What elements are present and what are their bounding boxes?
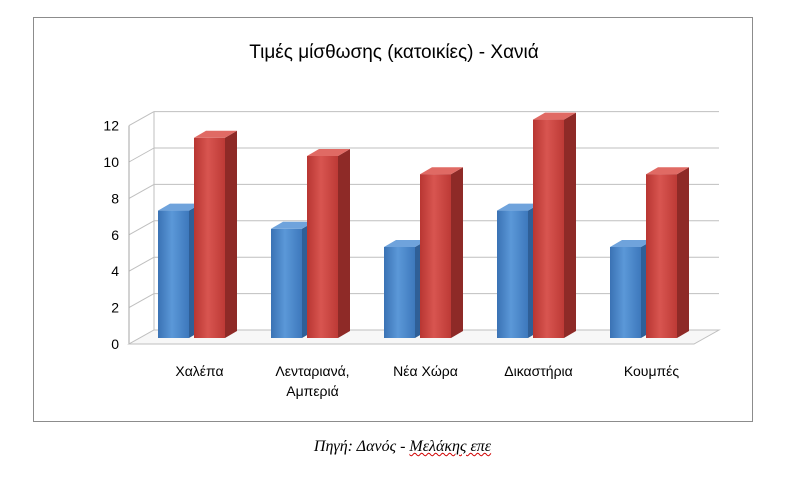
- x-category-label: Νέα Χώρα: [393, 363, 458, 379]
- gridline-depth: [128, 111, 155, 127]
- bar-series2-1: [307, 149, 350, 338]
- x-category-label: Κουμπές: [624, 363, 680, 379]
- x-category-label: Λενταριανά, Αμπεριά: [275, 363, 349, 399]
- x-category-label: Χαλέπα: [175, 363, 223, 379]
- chart-plot: 0 2 4 6 8 10 12 Χαλέπα Λενταριανά, Αμπεριά Νέα Χώρ…: [103, 111, 721, 399]
- x-category-label: Δικαστήρια: [504, 363, 573, 379]
- source-caption: Πηγή: Δανός - Μελάκης επε: [0, 438, 805, 456]
- y-tick-label: 4: [111, 263, 119, 279]
- gridline-depth: [128, 147, 155, 163]
- bar-series2-3: [533, 112, 576, 338]
- y-tick-label: 6: [111, 227, 119, 243]
- gridline-depth: [128, 256, 155, 272]
- chart-title: Τιμές μίσθωσης (κατοικίες) - Χανιά: [249, 42, 539, 63]
- caption-prefix: Πηγή: Δανός -: [313, 438, 410, 455]
- bar-series2-0: [194, 130, 237, 338]
- bar-series2-2: [420, 167, 463, 338]
- bar-series2-4: [646, 167, 689, 338]
- gridline-depth: [128, 220, 155, 236]
- gridline-depth: [128, 183, 155, 199]
- chart-frame: Τιμές μίσθωσης (κατοικίες) - Χανιά 0 2 4 6 8…: [33, 17, 753, 422]
- caption-company: Μελάκης επε: [409, 438, 492, 455]
- bar-series1-0: [158, 203, 201, 338]
- y-tick-label: 10: [103, 154, 119, 170]
- y-tick-label: 12: [103, 118, 119, 134]
- y-tick-label: 2: [111, 300, 119, 316]
- y-tick-label: 8: [111, 190, 119, 206]
- gridline-depth: [128, 293, 155, 309]
- y-tick-label: 0: [111, 336, 119, 352]
